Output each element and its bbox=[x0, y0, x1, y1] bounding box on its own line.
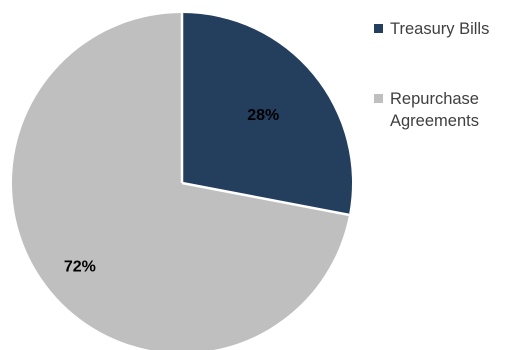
legend-item-treasury-bills: Treasury Bills bbox=[374, 18, 513, 40]
data-label-repurchase-agreements: 72% bbox=[64, 259, 96, 276]
slice-separator bbox=[181, 181, 350, 217]
legend-label-treasury-bills: Treasury Bills bbox=[390, 20, 490, 38]
data-label-treasury-bills: 28% bbox=[247, 107, 279, 124]
legend-item-repurchase-agreements: Repurchase Agreements bbox=[374, 88, 513, 132]
pie-slice-treasury-bills bbox=[182, 13, 352, 215]
legend-label-repurchase-agreements: Repurchase Agreements bbox=[390, 90, 479, 130]
legend-swatch-repurchase-agreements bbox=[374, 94, 383, 103]
chart-legend: Treasury Bills Repurchase Agreements bbox=[374, 18, 513, 132]
legend-swatch-treasury-bills bbox=[374, 24, 383, 33]
pie-slice-repurchase-agreements bbox=[12, 13, 349, 350]
